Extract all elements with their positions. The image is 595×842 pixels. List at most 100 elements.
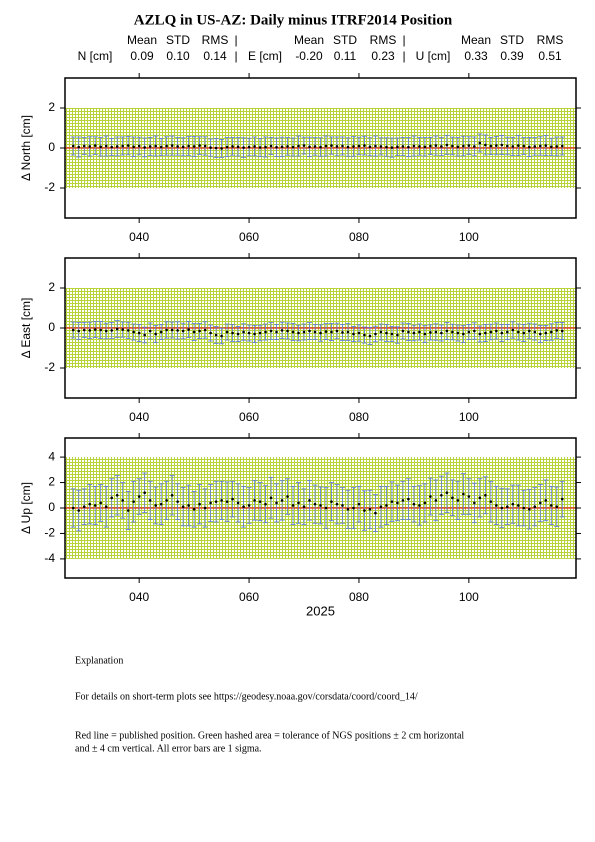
- stats-value: 0.11: [334, 49, 357, 63]
- point: [176, 145, 179, 148]
- point: [478, 332, 482, 336]
- point: [291, 504, 295, 507]
- point: [500, 506, 504, 510]
- y-axis-label: Δ Up [cm]: [19, 482, 33, 534]
- point: [484, 331, 487, 335]
- y-tick-label: -2: [44, 526, 55, 540]
- point: [379, 505, 383, 509]
- point: [214, 333, 218, 337]
- point: [115, 493, 119, 497]
- stats-value: 0.14: [203, 49, 227, 63]
- point: [192, 145, 196, 148]
- point: [88, 145, 92, 148]
- y-tick-label: -4: [44, 551, 55, 565]
- point: [110, 496, 114, 500]
- stats-label: E [cm]: [248, 49, 282, 63]
- point: [269, 144, 273, 148]
- point: [473, 501, 476, 505]
- point: [71, 506, 75, 510]
- point: [236, 501, 240, 505]
- point: [423, 501, 427, 505]
- point: [341, 331, 344, 334]
- point: [396, 501, 399, 505]
- point: [192, 330, 196, 334]
- point: [368, 507, 372, 511]
- point: [181, 505, 185, 509]
- point: [429, 331, 432, 334]
- point: [549, 330, 553, 334]
- point: [368, 334, 372, 338]
- point: [390, 146, 394, 149]
- point: [379, 330, 383, 334]
- point: [330, 500, 333, 503]
- point: [93, 504, 97, 507]
- point: [126, 144, 130, 147]
- y-tick-label: 2: [48, 100, 55, 114]
- point: [297, 331, 300, 335]
- x-tick-label: 040: [129, 590, 149, 604]
- stats-value: 0.39: [500, 49, 524, 63]
- point: [143, 333, 146, 337]
- point: [352, 145, 355, 148]
- x-tick-label: 100: [459, 230, 479, 244]
- point: [423, 332, 427, 336]
- point: [264, 145, 267, 149]
- point: [319, 504, 322, 507]
- point: [82, 505, 86, 509]
- point: [203, 328, 207, 332]
- point: [291, 330, 295, 334]
- point: [517, 144, 520, 147]
- point: [511, 328, 515, 332]
- point: [544, 144, 548, 147]
- explanation-line: Red line = published position. Green has…: [75, 730, 464, 741]
- point: [522, 144, 526, 148]
- point: [434, 144, 438, 147]
- point: [538, 144, 542, 148]
- point: [308, 145, 311, 149]
- point: [385, 145, 388, 149]
- y-axis-label: Δ North [cm]: [19, 115, 33, 181]
- point: [357, 502, 361, 506]
- point: [198, 502, 201, 506]
- point: [225, 145, 229, 149]
- point: [88, 329, 92, 332]
- point: [121, 328, 124, 331]
- point: [121, 144, 124, 148]
- point: [308, 329, 311, 333]
- point: [538, 501, 542, 505]
- point: [93, 328, 97, 331]
- point: [341, 144, 344, 148]
- stats-value: 0.33: [464, 49, 488, 63]
- point: [440, 331, 443, 335]
- point: [154, 504, 157, 507]
- point: [82, 328, 86, 332]
- point: [352, 332, 355, 336]
- point: [423, 145, 427, 149]
- point: [297, 144, 300, 148]
- y-tick-label: -2: [44, 180, 55, 194]
- point: [484, 143, 487, 147]
- stats-header: RMS: [370, 33, 397, 47]
- point: [346, 507, 350, 511]
- point: [500, 143, 504, 147]
- point: [363, 333, 366, 337]
- point: [544, 499, 548, 502]
- point: [407, 330, 410, 334]
- point: [549, 145, 553, 149]
- point: [165, 328, 168, 332]
- point: [154, 144, 157, 148]
- x-tick-label: 040: [129, 410, 149, 424]
- point: [154, 332, 157, 336]
- panel: -2 0 2 040 060 080 100 Δ North [cm]: [19, 73, 581, 244]
- point: [187, 328, 190, 331]
- point: [467, 495, 471, 498]
- y-tick-label: 0: [48, 320, 55, 334]
- point: [489, 500, 493, 503]
- point: [412, 144, 416, 148]
- point: [401, 499, 405, 502]
- point: [253, 145, 256, 148]
- stats-value: 0.51: [538, 49, 562, 63]
- point: [126, 509, 130, 512]
- y-axis-label: Δ East [cm]: [19, 298, 33, 359]
